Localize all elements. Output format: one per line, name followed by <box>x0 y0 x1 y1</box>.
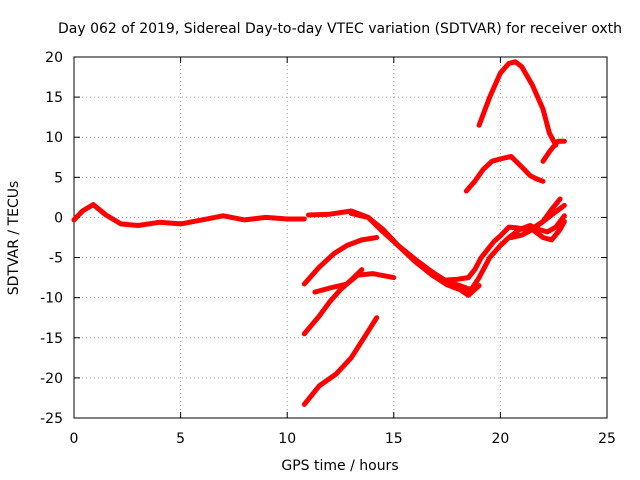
x-tick-label: 20 <box>491 431 509 447</box>
series-track-9 <box>463 154 546 194</box>
chart-title: Day 062 of 2019, Sidereal Day-to-day VTE… <box>58 21 622 37</box>
series-track-14 <box>529 219 567 243</box>
x-tick-label: 0 <box>70 431 79 447</box>
x-tick-label: 15 <box>385 431 403 447</box>
x-axis-label: GPS time / hours <box>281 458 398 474</box>
series-track-10 <box>540 138 567 164</box>
data-series <box>71 59 567 407</box>
series-track-1 <box>71 202 307 228</box>
x-tick-label: 10 <box>278 431 296 447</box>
y-tick-label: 15 <box>45 90 63 106</box>
y-tick-label: 5 <box>54 170 63 186</box>
series-track-6 <box>312 271 397 295</box>
y-tick-label: -5 <box>49 251 63 267</box>
x-tick-label: 25 <box>598 431 616 447</box>
y-tick-label: 20 <box>45 50 63 66</box>
axis-ticks: 0 5 10 15 20 25 -25 -20 -15 -10 -5 0 5 10 15 20 <box>40 50 616 447</box>
series-track-12 <box>465 213 567 297</box>
y-tick-label: -15 <box>40 331 63 347</box>
y-axis-label: SDTVAR / TECUs <box>6 181 22 296</box>
series-track-8 <box>476 59 559 148</box>
y-tick-label: 10 <box>45 130 63 146</box>
series-track-5 <box>301 315 380 407</box>
y-tick-label: 0 <box>54 210 63 226</box>
y-tick-label: -10 <box>40 291 63 307</box>
series-track-7 <box>348 210 474 293</box>
x-tick-label: 5 <box>176 431 185 447</box>
series-track-3 <box>301 235 380 287</box>
y-tick-label: -25 <box>40 411 63 427</box>
plot-frame <box>73 56 608 419</box>
y-tick-label: -20 <box>40 371 63 387</box>
series-track-13 <box>508 202 567 240</box>
